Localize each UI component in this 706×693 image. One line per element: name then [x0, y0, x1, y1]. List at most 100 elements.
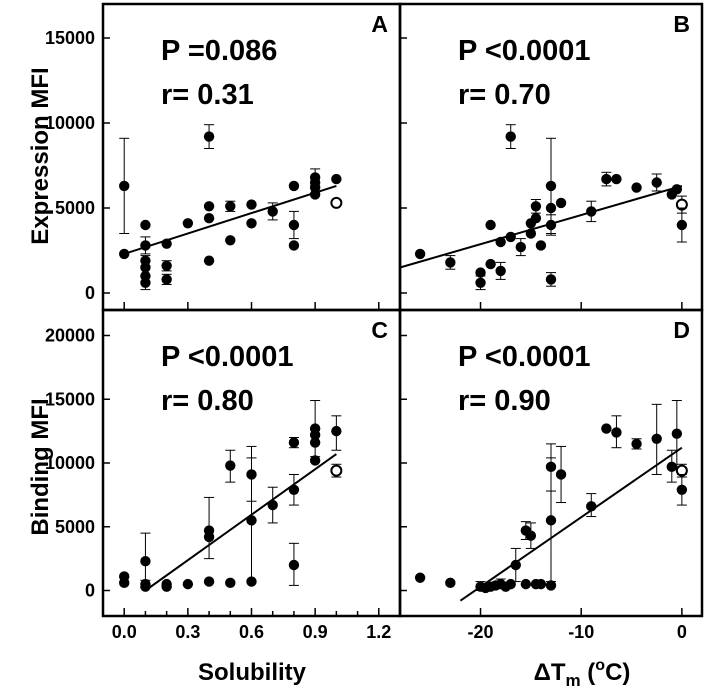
data-point	[515, 241, 526, 253]
panel-c: 0.0 0.3 0.6 0.9 1.2 0 5000 10000 15000 20000 P <0.…	[45, 308, 402, 642]
y-tick-label: 20000	[45, 326, 95, 346]
data-point	[530, 201, 542, 212]
data-point	[445, 257, 456, 268]
data-point	[611, 173, 622, 185]
delta-tm-unit: C)	[605, 659, 630, 686]
data-point	[140, 240, 151, 251]
data-point	[586, 501, 597, 512]
data-point	[246, 218, 257, 229]
x-tick-label: -20	[468, 622, 494, 642]
panel-a: 0 5000 10000 15000 P =0.086 r= 0.31 A	[45, 2, 402, 312]
data-point	[309, 455, 321, 466]
delta-tm-degree: o	[595, 657, 605, 674]
panel-letter: A	[371, 11, 388, 37]
data-point	[267, 499, 278, 511]
data-point	[414, 248, 426, 260]
data-point	[140, 581, 151, 592]
x-axis-title-solubility: Solubility	[198, 659, 307, 686]
data-point	[545, 274, 557, 285]
y-tick-label: 0	[85, 581, 95, 601]
y-tick-label: 10000	[45, 453, 95, 473]
regression-line	[123, 184, 337, 255]
data-point	[119, 248, 130, 260]
data-point	[545, 515, 557, 526]
data-point	[203, 201, 215, 212]
data-point	[225, 235, 236, 246]
delta-tm-main: ΔT	[534, 659, 566, 686]
data-point	[182, 578, 194, 590]
r-value-label: r= 0.70	[458, 79, 551, 111]
data-point	[288, 437, 300, 448]
panel-letter: B	[673, 11, 690, 37]
data-point	[495, 236, 506, 248]
data-point	[611, 427, 622, 438]
data-point	[288, 484, 300, 495]
data-point-open	[330, 196, 343, 209]
data-point	[203, 255, 215, 266]
data-point	[586, 206, 597, 217]
data-point	[535, 240, 547, 251]
data-point	[671, 428, 683, 439]
data-point	[631, 438, 642, 450]
data-point	[510, 559, 521, 571]
data-point	[309, 189, 321, 200]
data-point	[119, 180, 130, 192]
data-point	[203, 531, 215, 543]
y-tick-label: 10000	[45, 113, 95, 133]
data-point	[288, 180, 300, 192]
data-point	[161, 581, 172, 592]
panel-d: -20 -10 0 P <0.0001 r= 0.90 D	[398, 308, 704, 642]
regression-line	[144, 453, 337, 592]
data-point	[555, 197, 567, 209]
data-point	[203, 131, 215, 142]
data-point	[140, 262, 151, 273]
data-point	[601, 173, 612, 185]
x-tick-label: 0.3	[175, 622, 200, 642]
x-tick-label: 0	[677, 622, 687, 642]
y-tick-label: 5000	[55, 517, 95, 537]
data-point	[161, 274, 172, 285]
data-point	[530, 213, 542, 224]
panels: 0 5000 10000 15000 P =0.086 r= 0.31 A P <0.0001…	[45, 2, 704, 642]
x-axis-title-delta-tm: ΔTm (oC)	[534, 657, 631, 690]
data-point	[182, 218, 194, 229]
p-value-label: P <0.0001	[458, 341, 591, 373]
data-point	[331, 425, 342, 437]
r-value-label: r= 0.90	[458, 385, 551, 417]
data-point	[203, 576, 215, 587]
data-point	[525, 530, 537, 541]
panel-letter: D	[673, 317, 690, 343]
data-point	[288, 240, 300, 251]
panel-b: P <0.0001 r= 0.70 B	[398, 2, 704, 312]
data-point	[246, 199, 257, 210]
data-point	[119, 577, 130, 589]
data-point-open	[330, 464, 343, 477]
data-point	[671, 184, 683, 195]
data-point	[666, 461, 677, 473]
x-tick-label: 0.9	[303, 622, 328, 642]
r-value-label: r= 0.31	[161, 79, 254, 111]
data-point	[161, 260, 172, 271]
data-point	[445, 577, 456, 589]
y-tick-label: 0	[85, 283, 95, 303]
data-point	[651, 177, 662, 188]
data-point	[225, 201, 236, 212]
data-point	[203, 213, 215, 224]
p-value-label: P <0.0001	[458, 35, 591, 67]
regression-line	[399, 184, 683, 269]
data-point	[601, 423, 612, 434]
data-point	[520, 578, 532, 590]
p-value-label: P =0.086	[161, 35, 277, 67]
y-tick-label: 15000	[45, 28, 95, 48]
data-point	[309, 437, 321, 448]
regression-line	[459, 446, 683, 602]
data-point	[246, 515, 257, 526]
y-axis-title-expression: Expression MFI	[27, 67, 54, 244]
data-point	[545, 219, 557, 231]
data-point	[140, 277, 151, 288]
data-point	[545, 202, 557, 214]
data-point	[676, 219, 688, 231]
r-value-label: r= 0.80	[161, 385, 254, 417]
y-axis-title-binding: Binding MFI	[27, 398, 54, 535]
